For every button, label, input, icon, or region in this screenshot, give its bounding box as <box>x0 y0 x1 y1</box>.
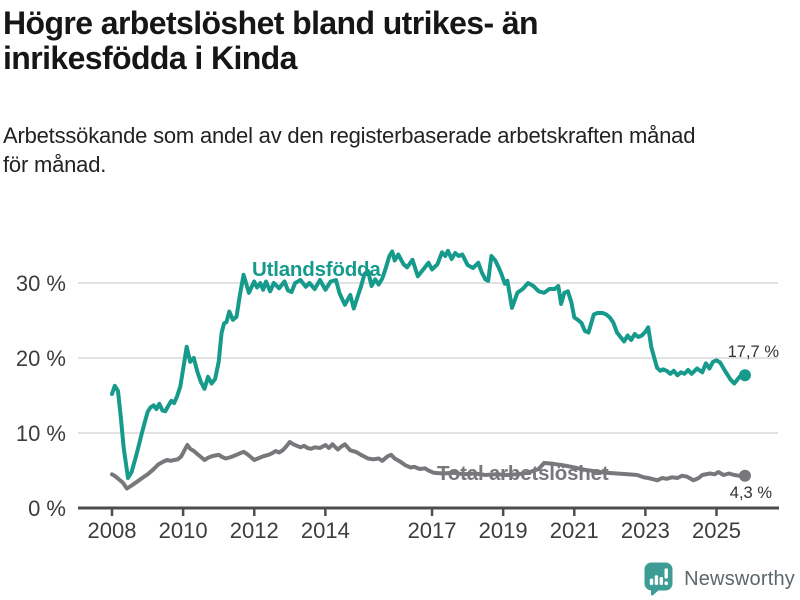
series-end-dot-total <box>738 469 751 482</box>
x-tick-label: 2008 <box>88 518 137 543</box>
y-tick-label: 30 % <box>16 271 66 296</box>
page-title: Högre arbetslöshet bland utrikes- än inr… <box>3 6 703 76</box>
y-tick-label: 20 % <box>16 346 66 371</box>
end-value-label-utlandsfodda: 17,7 % <box>728 343 780 361</box>
series-label-total: Total arbetslöshet <box>437 462 609 485</box>
newsworthy-logo: Newsworthy <box>644 562 795 596</box>
newsworthy-logo-icon <box>644 562 673 596</box>
y-tick-label: 10 % <box>16 421 66 446</box>
x-tick-label: 2017 <box>408 518 457 543</box>
y-tick-label: 0 % <box>28 496 66 521</box>
x-tick-label: 2014 <box>301 518 350 543</box>
x-tick-label: 2019 <box>479 518 528 543</box>
series-end-dot-utlandsfodda <box>738 369 751 382</box>
x-tick-label: 2021 <box>550 518 599 543</box>
series-line-utlandsfodda <box>110 248 747 480</box>
x-tick-label: 2023 <box>621 518 670 543</box>
page-title-line-2: inrikesfödda i Kinda <box>3 40 297 76</box>
x-tick-label: 2010 <box>159 518 208 543</box>
x-tick-label: 2012 <box>230 518 279 543</box>
series-label-utlandsfodda: Utlandsfödda <box>252 258 381 281</box>
page-title-line-1: Högre arbetslöshet bland utrikes- än <box>3 5 539 41</box>
series-line-total <box>110 440 747 491</box>
chart-subtitle-line-1: Arbetssökande som andel av den registerb… <box>3 123 696 148</box>
x-tick-label: 2025 <box>692 518 741 543</box>
newsworthy-logo-text: Newsworthy <box>684 567 795 590</box>
chart-subtitle: Arbetssökande som andel av den registerb… <box>3 121 793 179</box>
end-value-label-total: 4,3 % <box>730 484 773 502</box>
chart-subtitle-line-2: för månad. <box>3 152 107 177</box>
